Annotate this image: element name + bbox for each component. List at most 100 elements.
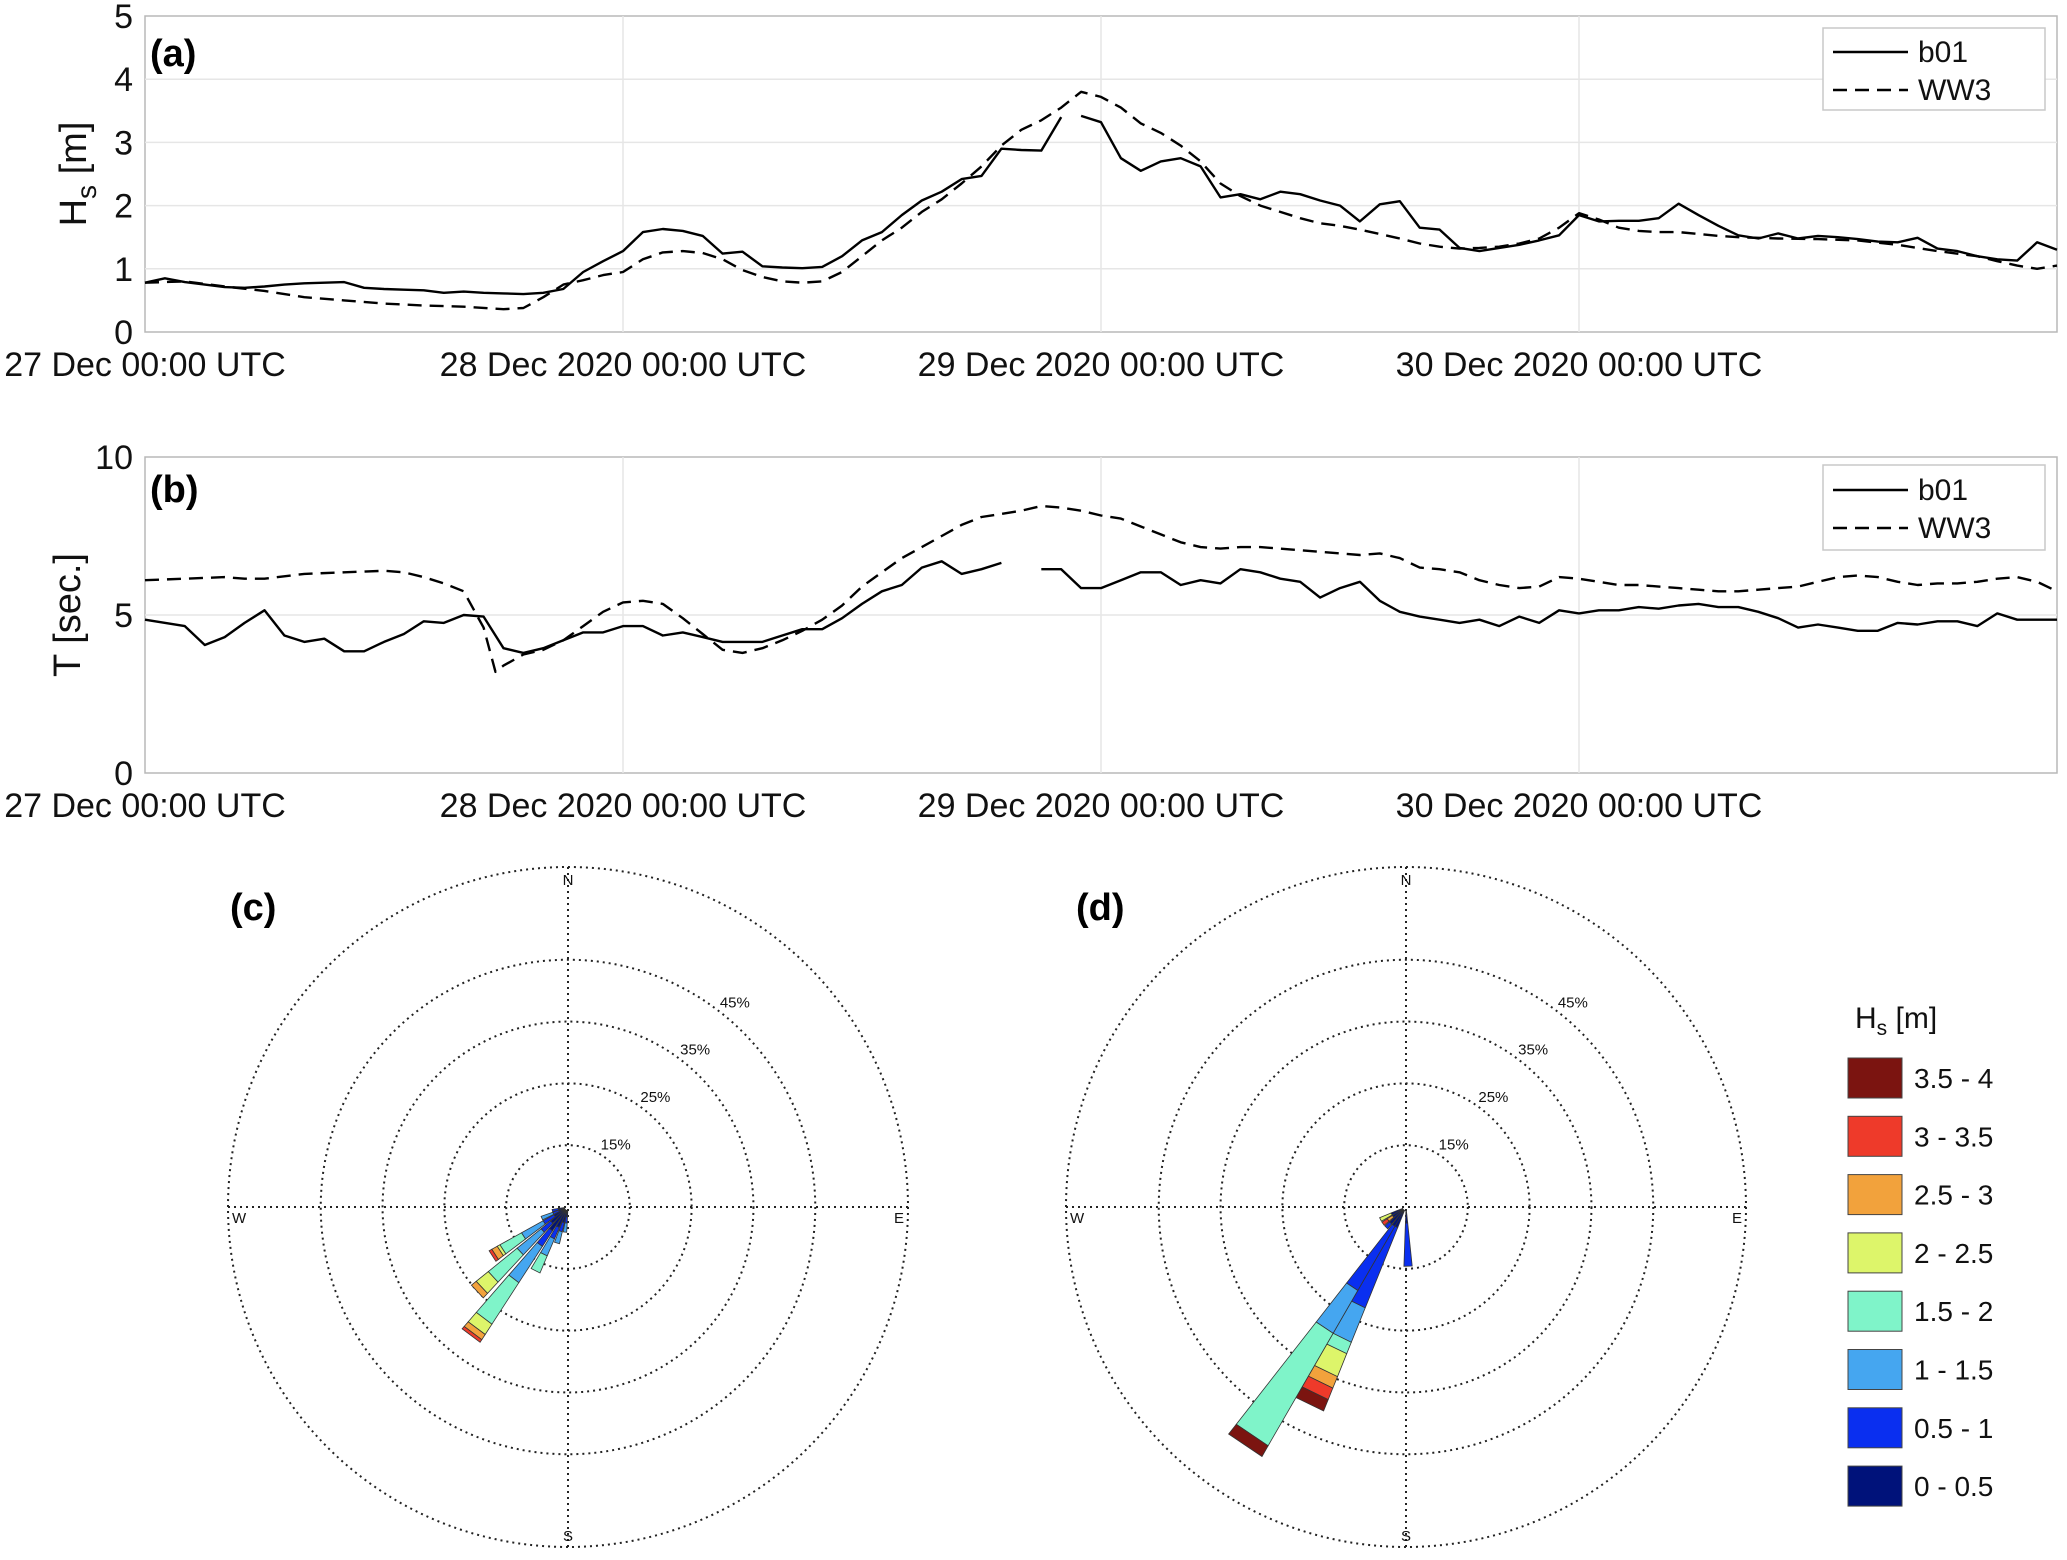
panel-a-legend-box — [1822, 27, 2046, 111]
panel-b-xtick-label: 30 Dec 2020 00:00 UTC — [1396, 787, 1763, 825]
panel-c-ring — [505, 1144, 631, 1270]
colorbar-swatch — [1847, 1232, 1903, 1274]
colorbar-label: 3 - 3.5 — [1914, 1121, 1993, 1152]
panel-a-series-b01-line — [1080, 114, 2058, 262]
colorbar-label: 1.5 - 2 — [1914, 1296, 1993, 1327]
colorbar-swatch — [1847, 1174, 1903, 1216]
colorbar-swatch — [1847, 1057, 1903, 1099]
panel-a-ylabel: Hs [m] — [53, 122, 102, 227]
panel-d-ring — [1157, 958, 1655, 1456]
panel-a: 27 Dec 00:00 UTC 28 Dec 2020 00:00 UTC 29 … — [4, 0, 2058, 384]
panel-a-ticks: 27 Dec 00:00 UTC 28 Dec 2020 00:00 UTC 29 … — [4, 0, 1762, 384]
panel-c-rose: N E S W 15% 25% 35% 45% — [227, 866, 909, 1548]
panel-d-sector-bar — [1381, 1218, 1390, 1226]
panel-c-sector-bar — [461, 1325, 483, 1343]
panel-c-compass-e: E — [894, 1210, 904, 1227]
panel-a-ylabel-unit: [m] — [53, 122, 95, 185]
panel-d-compass-n: N — [1401, 872, 1412, 889]
svg-text:T [sec.]: T [sec.] — [47, 553, 89, 677]
panel-c-label: (c) — [230, 887, 276, 929]
panel-a-legend-b01: b01 — [1918, 36, 1968, 69]
panel-d-ring-label: 35% — [1518, 1042, 1548, 1059]
panel-b-ylabel: T [sec.] — [47, 553, 89, 677]
panel-c-sector-bar — [551, 1208, 559, 1213]
panel-d-ring — [1343, 1144, 1469, 1270]
panel-c-sector-bar — [488, 1248, 499, 1262]
colorbar-label: 0.5 - 1 — [1914, 1413, 1993, 1444]
colorbar-label: 3.5 - 4 — [1914, 1063, 1993, 1094]
panel-d-sector-bar — [1404, 1210, 1409, 1224]
panel-a-legend: b01 WW3 — [1822, 27, 2046, 111]
panel-d-compass-e: E — [1732, 1210, 1742, 1227]
colorbar-title: Hs [m] — [1855, 1002, 1937, 1040]
panel-c-compass-n: N — [563, 872, 574, 889]
panel-c-ring-label: 25% — [640, 1089, 670, 1106]
panel-a-series-ww3-line — [144, 90, 2058, 311]
panel-c-sector-bar — [553, 1230, 563, 1245]
panel-b-ytick-label: 5 — [114, 597, 133, 635]
panel-a-ytick-label: 2 — [114, 188, 133, 226]
panel-c-ring-label: 35% — [680, 1042, 710, 1059]
panel-c-sector-bar — [530, 1252, 548, 1274]
panel-d-compass-s: S — [1401, 1528, 1411, 1545]
panel-c-sector-bar — [470, 1280, 489, 1299]
colorbar-swatch — [1847, 1290, 1903, 1332]
panel-d-sector-bar — [1384, 1221, 1393, 1230]
colorbar-swatch — [1847, 1115, 1903, 1157]
hs-colorbar: Hs [m] 3.5 - 4 3 - 3.5 2.5 - 3 2 - 2.5 1.5 -… — [1847, 1002, 1993, 1507]
panel-a-grid — [145, 16, 2057, 332]
colorbar-label: 2.5 - 3 — [1914, 1180, 1993, 1211]
panel-a-xtick-label: 30 Dec 2020 00:00 UTC — [1396, 346, 1763, 384]
panel-a-ytick-label: 4 — [114, 61, 133, 99]
panel-d-sector-bar — [1228, 1423, 1269, 1458]
panel-c-sector-bar — [562, 1222, 568, 1233]
colorbar-title-main: H — [1855, 1002, 1877, 1035]
panel-a-xtick-label: 27 Dec 00:00 UTC — [4, 346, 286, 384]
panel-b-ytick-label: 0 — [114, 755, 133, 793]
panel-d-ring-label: 45% — [1558, 994, 1588, 1011]
panel-c-ring-label: 15% — [601, 1136, 631, 1153]
colorbar-title-sub: s — [1877, 1017, 1888, 1040]
panel-a-xtick-label: 28 Dec 2020 00:00 UTC — [440, 346, 807, 384]
panel-b-series-b01-line — [144, 560, 1002, 655]
colorbar-swatch — [1847, 1407, 1903, 1449]
panel-c-compass-s: S — [563, 1528, 573, 1545]
panel-b-legend-box — [1822, 464, 2046, 551]
panel-b-xtick-label: 27 Dec 00:00 UTC — [4, 787, 286, 825]
panel-c: N E S W 15% 25% 35% 45% (c) — [227, 866, 909, 1548]
colorbar-label: 2 - 2.5 — [1914, 1238, 1993, 1269]
panel-a-legend-ww3: WW3 — [1918, 74, 1991, 107]
panel-a-series-b01-line — [144, 116, 1063, 296]
panel-b-xtick-label: 29 Dec 2020 00:00 UTC — [918, 787, 1285, 825]
panel-a-ytick-label: 3 — [114, 124, 133, 162]
panel-c-sector-bar — [540, 1211, 555, 1221]
panel-c-ring — [319, 958, 817, 1456]
colorbar-label: 1 - 1.5 — [1914, 1355, 1993, 1386]
colorbar-label: 0 - 0.5 — [1914, 1471, 1993, 1502]
panel-d-label: (d) — [1076, 887, 1125, 929]
panel-b-lines — [144, 504, 2058, 674]
panel-c-ring — [381, 1020, 755, 1394]
panel-b-series-ww3-line — [144, 504, 2058, 674]
panel-d-ring-label: 25% — [1478, 1089, 1508, 1106]
panel-b: 27 Dec 00:00 UTC 28 Dec 2020 00:00 UTC 29 … — [4, 439, 2058, 825]
svg-text:Hs [m]: Hs [m] — [53, 122, 102, 227]
panel-b-ticks: 27 Dec 00:00 UTC 28 Dec 2020 00:00 UTC 29 … — [4, 439, 1762, 825]
panel-b-series-b01-line — [1041, 568, 2057, 632]
panel-a-ytick-label: 1 — [114, 251, 133, 289]
colorbar-swatch — [1847, 1349, 1903, 1390]
panel-d-rose: N E S W 15% 25% 35% 45% — [1065, 866, 1747, 1548]
panel-d-ring — [1219, 1020, 1593, 1394]
panel-c-ring-label: 45% — [720, 994, 750, 1011]
colorbar-swatch — [1847, 1465, 1903, 1507]
panel-b-label: (b) — [150, 469, 199, 511]
colorbar-title-unit: [m] — [1887, 1002, 1937, 1035]
panel-d: N E S W 15% 25% 35% 45% (d) — [1065, 866, 1747, 1548]
panel-b-xtick-label: 28 Dec 2020 00:00 UTC — [440, 787, 807, 825]
panel-a-ylabel-sub: s — [71, 185, 102, 199]
panel-c-compass-w: W — [232, 1210, 247, 1227]
panel-a-lines — [144, 90, 2058, 311]
panel-a-label: (a) — [150, 33, 196, 75]
panel-a-ytick-label: 0 — [114, 314, 133, 352]
